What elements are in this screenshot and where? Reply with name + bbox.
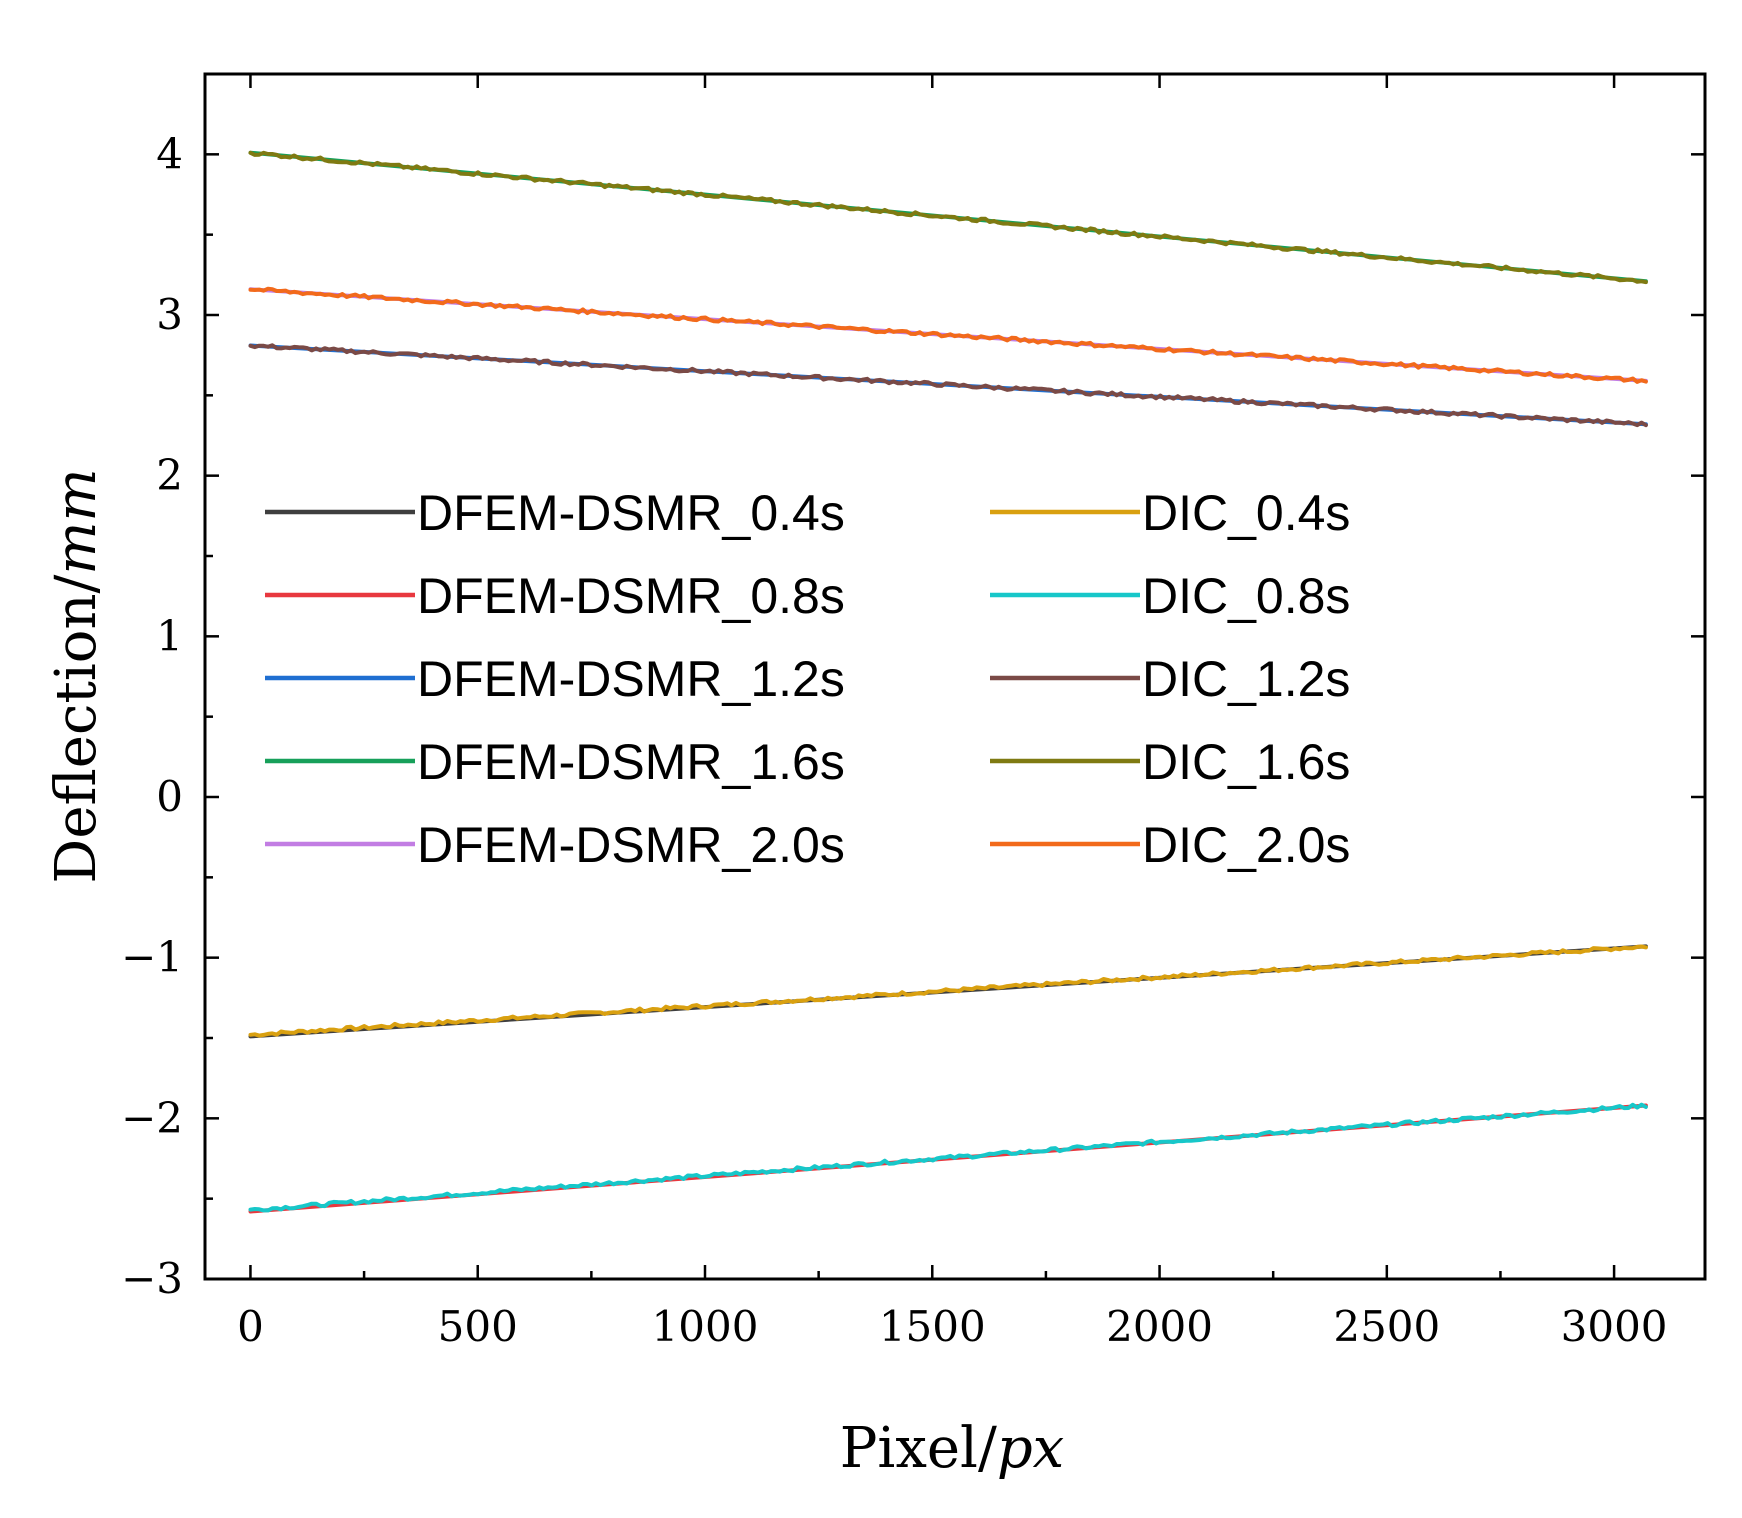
legend-label: DIC_0.8s	[1142, 568, 1350, 624]
x-tick-label: 3000	[1561, 1302, 1668, 1351]
x-tick-label: 0	[237, 1302, 264, 1351]
legend-label: DFEM-DSMR_2.0s	[417, 817, 845, 873]
y-tick-label: 3	[156, 290, 183, 339]
x-tick-label: 2000	[1106, 1302, 1213, 1351]
series-dic-1-2s	[248, 343, 1648, 428]
series-dic-0-4s	[248, 944, 1648, 1038]
series-dic-1-6s	[248, 150, 1648, 285]
legend-label: DIC_1.2s	[1142, 651, 1350, 707]
x-tick-label: 1000	[652, 1302, 759, 1351]
legend: DFEM-DSMR_0.4s DFEM-DSMR_0.8s DFEM-DSMR_1.…	[265, 485, 1350, 873]
y-tick-label: −3	[121, 1254, 183, 1303]
legend-label: DIC_2.0s	[1142, 817, 1350, 873]
x-tick-label: 2500	[1333, 1302, 1440, 1351]
legend-item: DIC_0.8s	[990, 568, 1350, 624]
y-tick-label: −2	[121, 1093, 183, 1142]
y-tick-label: 1	[156, 611, 183, 660]
legend-label: DFEM-DSMR_1.2s	[417, 651, 845, 707]
legend-label: DFEM-DSMR_1.6s	[417, 734, 845, 790]
legend-item: DIC_1.6s	[990, 734, 1350, 790]
legend-item: DFEM-DSMR_2.0s	[265, 817, 845, 873]
y-tick-label: 2	[156, 451, 183, 500]
legend-item: DFEM-DSMR_1.6s	[265, 734, 845, 790]
legend-item: DIC_1.2s	[990, 651, 1350, 707]
y-tick-label: −1	[121, 933, 183, 982]
series-dic-2-0s	[248, 286, 1648, 384]
legend-item: DIC_2.0s	[990, 817, 1350, 873]
legend-label: DFEM-DSMR_0.4s	[417, 485, 845, 541]
legend-item: DIC_0.4s	[990, 485, 1350, 541]
x-tick-label: 1500	[879, 1302, 986, 1351]
y-tick-label: 0	[156, 772, 183, 821]
legend-label: DIC_0.4s	[1142, 485, 1350, 541]
tick-layer: 0 500 1000 1500 2000 2500 3000 −3 −2 −1 0 1 2 3 4	[121, 74, 1705, 1351]
legend-item: DFEM-DSMR_1.2s	[265, 651, 845, 707]
plot-frame	[203, 72, 1707, 1281]
legend-label: DFEM-DSMR_0.8s	[417, 568, 845, 624]
series-dic-0-8s	[248, 1102, 1648, 1213]
x-axis-title: Pixel/px	[840, 1416, 1065, 1481]
x-tick-label: 500	[438, 1302, 518, 1351]
y-axis-title: Deflection/mm	[44, 468, 109, 883]
legend-label: DIC_1.6s	[1142, 734, 1350, 790]
legend-item: DFEM-DSMR_0.4s	[265, 485, 845, 541]
y-tick-label: 4	[156, 129, 183, 178]
series-layer	[248, 150, 1648, 1214]
legend-item: DFEM-DSMR_0.8s	[265, 568, 845, 624]
